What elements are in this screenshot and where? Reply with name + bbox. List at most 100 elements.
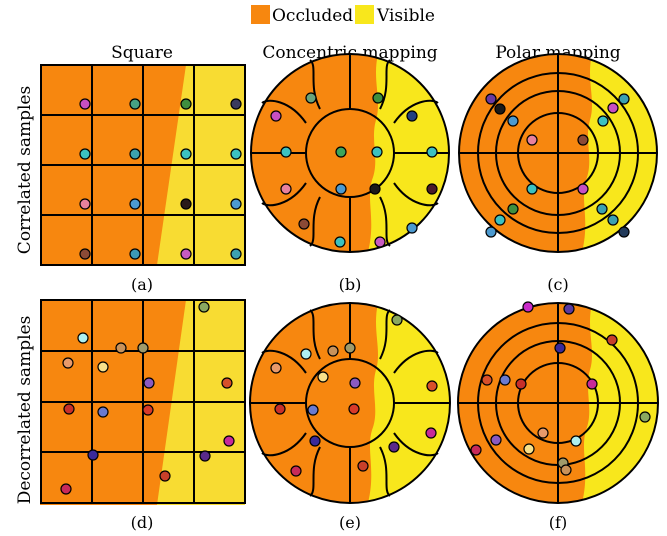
sample-dot (280, 146, 292, 158)
sample-dot (522, 301, 534, 313)
sample-dot (180, 198, 192, 210)
sample-dot (485, 226, 497, 238)
panel-b-concentric-correlated: (b) (250, 53, 450, 294)
sample-dot (526, 134, 538, 146)
sample-dot (485, 93, 497, 105)
sample-dot (142, 404, 154, 416)
concentric-mapping-lines (251, 54, 449, 252)
sample-dots (270, 92, 438, 248)
sample-dot (198, 301, 210, 313)
sample-dot (180, 98, 192, 110)
sample-dot (79, 98, 91, 110)
sample-dot (129, 198, 141, 210)
sample-dot (357, 460, 369, 472)
sample-dot (305, 92, 317, 104)
sample-dot (180, 248, 192, 260)
column-header-concentric: Concentric mapping (262, 43, 437, 63)
legend-visible-label: Visible (376, 6, 435, 26)
sample-dot (327, 345, 339, 357)
sample-dot (563, 303, 575, 315)
row-label-correlated: Correlated samples (15, 86, 35, 254)
sample-dot (391, 314, 403, 326)
sample-dot (223, 435, 235, 447)
sample-dot (270, 110, 282, 122)
sample-dot (159, 470, 171, 482)
panel-caption-d: (d) (131, 513, 154, 532)
sample-dot (129, 98, 141, 110)
sample-dot (143, 377, 155, 389)
sample-dot (426, 146, 438, 158)
sample-dots (79, 98, 242, 260)
sample-dots (470, 301, 651, 476)
row-label-decorrelated: Decorrelated samples (15, 316, 35, 505)
sample-dot (307, 404, 319, 416)
panel-c-polar-correlated: (c) (458, 53, 658, 294)
sample-dot (369, 183, 381, 195)
sample-dot (97, 406, 109, 418)
sample-dots (485, 93, 630, 238)
sample-dot (494, 214, 506, 226)
sample-dot (274, 403, 286, 415)
legend-occluded-label: Occluded (272, 6, 353, 26)
column-header-polar: Polar mapping (495, 43, 620, 63)
sample-dot (63, 403, 75, 415)
sample-dot (97, 361, 109, 373)
sample-dot (230, 198, 242, 210)
sample-dot (349, 377, 361, 389)
sample-dot (597, 115, 609, 127)
sample-dot (309, 435, 321, 447)
legend-visible-swatch (355, 5, 374, 24)
sample-dot (406, 222, 418, 234)
concentric-mapping-lines (250, 303, 450, 503)
sample-dot (526, 183, 538, 195)
sample-dot (62, 357, 74, 369)
sample-dot (335, 146, 347, 158)
sample-dot (606, 334, 618, 346)
sample-dot (523, 443, 535, 455)
sample-dot (470, 444, 482, 456)
sample-dot (481, 374, 493, 386)
sample-dot (560, 464, 572, 476)
sample-dot (300, 348, 312, 360)
legend-occluded-swatch (251, 5, 270, 24)
sample-dot (371, 146, 383, 158)
sample-dot (596, 203, 608, 215)
sample-dot (270, 362, 282, 374)
sample-dot (570, 435, 582, 447)
sample-dot (115, 342, 127, 354)
sample-dots (270, 314, 438, 477)
sample-dot (348, 403, 360, 415)
legend: Occluded Visible (251, 5, 435, 26)
sample-dot (607, 214, 619, 226)
column-header-square: Square (111, 43, 173, 63)
sample-dot (406, 110, 418, 122)
sample-dot (79, 148, 91, 160)
sample-dot (494, 103, 506, 115)
sample-dot (180, 148, 192, 160)
sample-dot (77, 332, 89, 344)
sample-dot (344, 342, 356, 354)
sample-dot (586, 378, 598, 390)
sample-dot (79, 198, 91, 210)
sample-dot (426, 183, 438, 195)
panel-caption-b: (b) (339, 275, 362, 294)
sample-dot (87, 449, 99, 461)
sample-dot (388, 441, 400, 453)
panel-d-square-decorrelated: (d) (40, 299, 246, 532)
sample-dot (577, 134, 589, 146)
sample-dot (298, 218, 310, 230)
sample-dot (334, 236, 346, 248)
sample-dot (618, 93, 630, 105)
panel-caption-c: (c) (547, 275, 568, 294)
sample-dot (577, 183, 589, 195)
panel-f-polar-decorrelated: (f) (457, 301, 659, 532)
sample-dot (537, 427, 549, 439)
panel-caption-f: (f) (549, 513, 567, 532)
sample-dot (129, 148, 141, 160)
sample-dot (137, 342, 149, 354)
panel-a-square-correlated: (a) (40, 64, 246, 294)
sample-dot (280, 183, 292, 195)
sample-dot (230, 248, 242, 260)
sample-dot (618, 226, 630, 238)
